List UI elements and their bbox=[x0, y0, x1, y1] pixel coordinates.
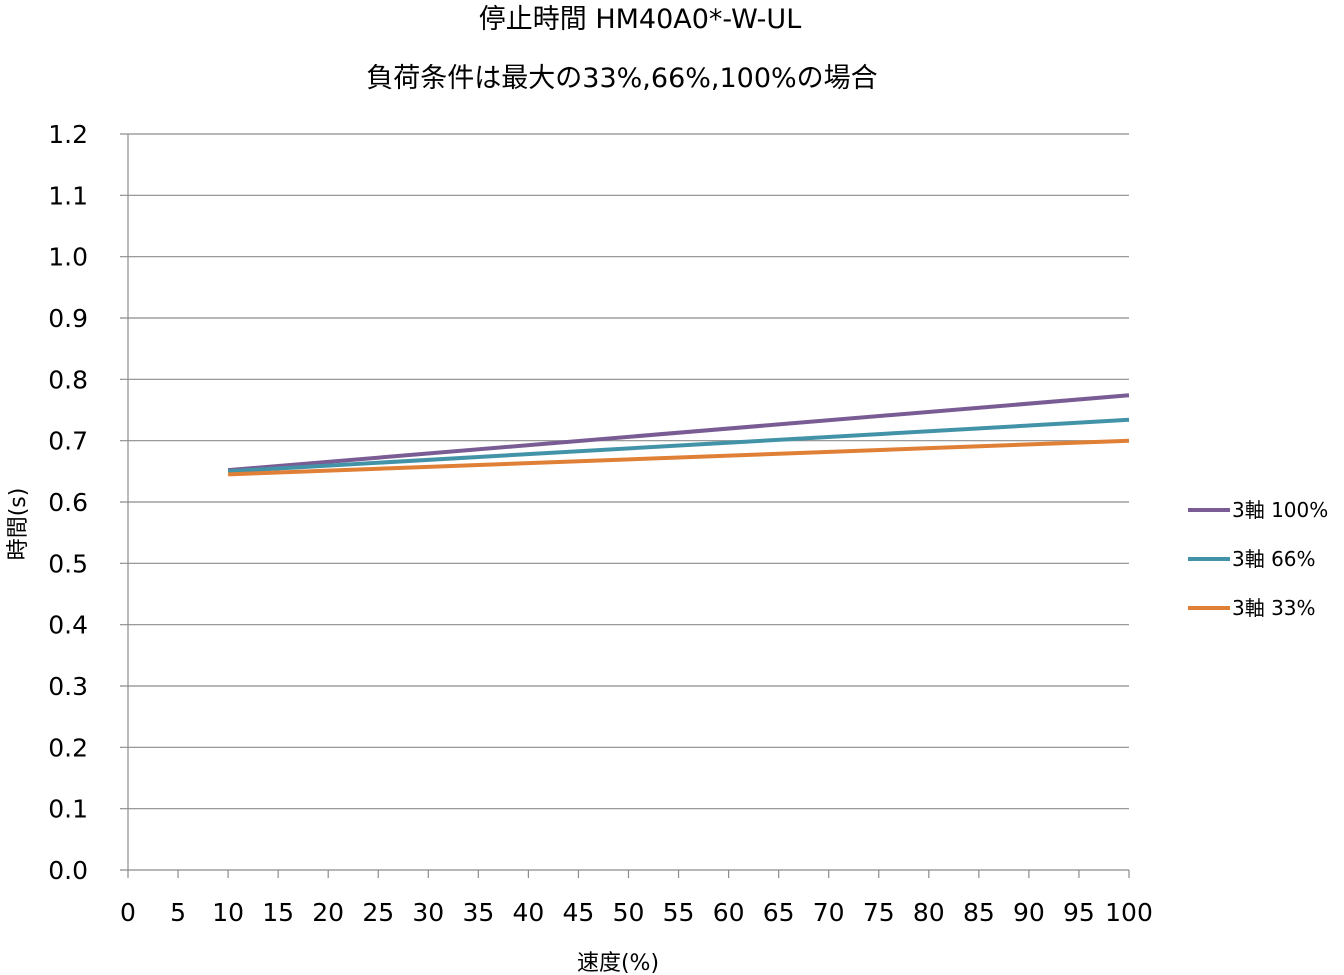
y-tick-label: 0.4 bbox=[48, 611, 88, 640]
legend-label: 3軸 33% bbox=[1232, 596, 1316, 620]
x-tick-label: 50 bbox=[613, 898, 645, 927]
x-tick-label: 10 bbox=[212, 898, 244, 927]
series-line bbox=[228, 438, 1130, 477]
x-tick-label: 75 bbox=[863, 898, 895, 927]
y-tick-labels: 0.0 0.1 0.2 0.3 0.4 0.5 0.6 0.7 0.8 0.9 1.0 1.1 1.2 bbox=[48, 120, 88, 885]
x-tick-label: 25 bbox=[362, 898, 394, 927]
y-tick-label: 1.1 bbox=[48, 181, 88, 210]
y-tick-label: 0.2 bbox=[48, 733, 88, 762]
y-tick-label: 0.5 bbox=[48, 549, 88, 578]
y-tick-label: 0.1 bbox=[48, 795, 88, 824]
chart-subtitle: 負荷条件は最大の33%,66%,100%の場合 bbox=[366, 63, 877, 94]
gridlines bbox=[120, 133, 1129, 810]
x-tick-labels: 0 5 10 15 20 25 30 35 40 45 50 55 60 65 70 75 80 85 90 95 10… bbox=[120, 898, 1153, 927]
x-tick-label: 85 bbox=[963, 898, 995, 927]
x-tick-label: 60 bbox=[713, 898, 745, 927]
legend-label: 3軸 100% bbox=[1232, 498, 1328, 522]
legend-item: 3軸 100% bbox=[1188, 498, 1328, 522]
x-tick-label: 100 bbox=[1105, 898, 1153, 927]
y-tick-label: 0.0 bbox=[48, 856, 88, 885]
x-tick-label: 0 bbox=[120, 898, 136, 927]
y-tick-label: 0.7 bbox=[48, 427, 88, 456]
x-tick-label: 90 bbox=[1013, 898, 1045, 927]
y-tick-label: 0.8 bbox=[48, 365, 88, 394]
legend-item: 3軸 66% bbox=[1188, 547, 1316, 571]
x-tick-label: 45 bbox=[563, 898, 595, 927]
x-tick-label: 55 bbox=[663, 898, 695, 927]
y-tick-label: 1.2 bbox=[48, 120, 88, 149]
x-tick-label: 70 bbox=[813, 898, 845, 927]
chart-title: 停止時間 HM40A0*-W-UL bbox=[479, 4, 801, 35]
legend: 3軸 100% 3軸 66% 3軸 33% bbox=[1188, 498, 1328, 620]
x-tick-label: 35 bbox=[462, 898, 494, 927]
x-tick-label: 65 bbox=[763, 898, 795, 927]
legend-item: 3軸 33% bbox=[1188, 596, 1316, 620]
series-lines bbox=[227, 393, 1130, 477]
x-tick-label: 80 bbox=[913, 898, 945, 927]
series-line bbox=[227, 393, 1130, 473]
x-tick-label: 30 bbox=[412, 898, 444, 927]
legend-label: 3軸 66% bbox=[1232, 547, 1316, 571]
x-tick-label: 5 bbox=[170, 898, 186, 927]
y-axis-title: 時間(s) bbox=[6, 488, 31, 561]
y-tick-label: 0.9 bbox=[48, 304, 88, 333]
y-tick-label: 0.3 bbox=[48, 672, 88, 701]
x-tick-label: 40 bbox=[512, 898, 544, 927]
series-line bbox=[227, 417, 1130, 474]
x-tick-label: 20 bbox=[312, 898, 344, 927]
y-tick-label: 0.6 bbox=[48, 488, 88, 517]
y-tick-label: 1.0 bbox=[48, 243, 88, 272]
axes bbox=[120, 134, 1130, 878]
x-tick-label: 15 bbox=[262, 898, 294, 927]
x-axis-title: 速度(%) bbox=[577, 951, 659, 975]
x-tick-label: 95 bbox=[1063, 898, 1095, 927]
